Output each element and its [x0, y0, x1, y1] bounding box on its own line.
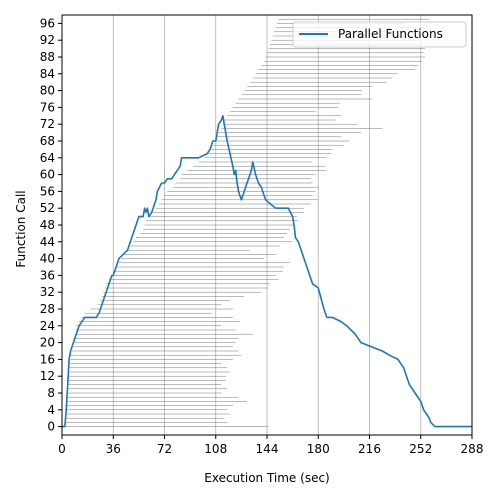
x-tick-label: 252	[409, 442, 432, 456]
y-tick-label: 72	[40, 117, 55, 131]
x-tick-label: 288	[461, 442, 484, 456]
function-intervals	[64, 14, 430, 427]
y-tick-label: 52	[40, 201, 55, 215]
y-tick-label: 76	[40, 100, 55, 114]
y-tick-label: 28	[40, 302, 55, 316]
y-tick-label: 84	[40, 67, 55, 81]
y-tick-label: 80	[40, 84, 55, 98]
y-tick-label: 16	[40, 352, 55, 366]
y-tick-label: 12	[40, 369, 55, 383]
x-tick-label: 0	[58, 442, 66, 456]
y-tick-label: 24	[40, 319, 55, 333]
x-tick-label: 144	[256, 442, 279, 456]
y-axis-label: Function Call	[14, 190, 28, 267]
y-tick-label: 48	[40, 218, 55, 232]
legend-label: Parallel Functions	[338, 27, 443, 41]
x-tick-label: 180	[307, 442, 330, 456]
y-tick-label: 36	[40, 268, 55, 282]
x-tick-label: 36	[106, 442, 121, 456]
y-tick-label: 56	[40, 184, 55, 198]
y-tick-label: 88	[40, 50, 55, 64]
x-tick-label: 108	[204, 442, 227, 456]
x-tick-label: 72	[157, 442, 172, 456]
y-axis: 0481216202428323640444852566064687276808…	[40, 16, 62, 434]
x-tick-label: 216	[358, 442, 381, 456]
y-tick-label: 44	[40, 235, 55, 249]
x-axis-label: Execution Time (sec)	[204, 471, 329, 485]
y-tick-label: 40	[40, 252, 55, 266]
y-tick-label: 68	[40, 134, 55, 148]
series-layer	[62, 115, 472, 428]
legend-box	[292, 21, 467, 48]
y-tick-label: 8	[47, 386, 55, 400]
y-tick-label: 4	[47, 403, 55, 417]
y-tick-label: 64	[40, 151, 55, 165]
y-tick-label: 96	[40, 16, 55, 30]
y-tick-label: 92	[40, 33, 55, 47]
legend: Parallel Functions	[292, 21, 467, 48]
y-tick-label: 32	[40, 285, 55, 299]
series-line	[62, 115, 472, 428]
y-tick-label: 60	[40, 168, 55, 182]
y-tick-label: 0	[47, 420, 55, 434]
x-axis: 0 36 72 108 144 180 216 252 288	[58, 435, 483, 456]
y-tick-label: 20	[40, 336, 55, 350]
